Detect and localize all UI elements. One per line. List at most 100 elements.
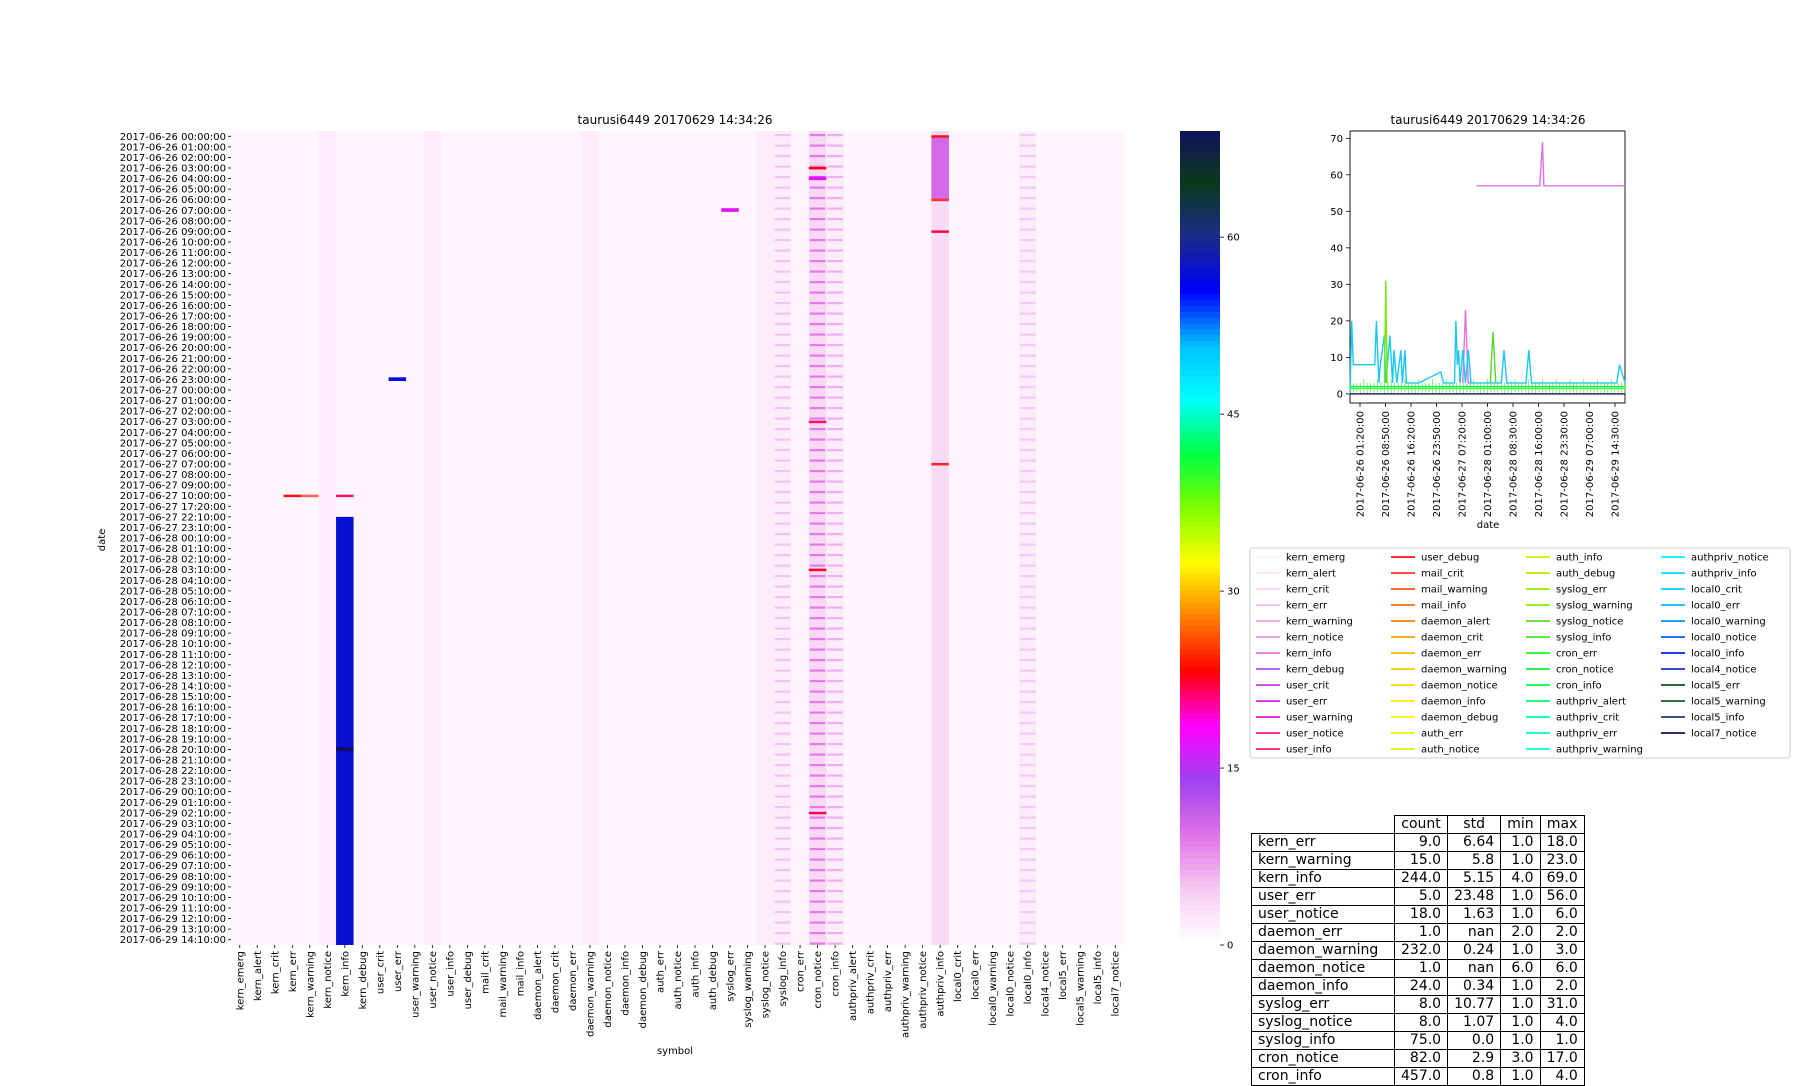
heatmap-cell (1019, 921, 1036, 924)
heatmap-cell (827, 375, 843, 378)
heatmap-cell (827, 312, 843, 315)
colorbar-segment (1180, 171, 1220, 179)
colorbar-segment (1180, 915, 1220, 923)
heatmap-cell (1019, 281, 1036, 284)
heatmap-ytick-label: 2017-06-28 07:10:00 (120, 608, 226, 619)
heatmap-cell (827, 270, 843, 273)
colorbar-segment (1180, 253, 1220, 260)
colorbar-tick-label: 15 (1227, 764, 1240, 775)
colorbar-segment (1180, 689, 1220, 696)
heatmap-cell (1019, 491, 1036, 494)
heatmap-xtick-label: local4_notice (1041, 951, 1052, 1016)
heatmap-xtick-label: syslog_warning (743, 951, 754, 1028)
legend-label: daemon_err (1421, 649, 1482, 660)
heatmap-ytick-label: 2017-06-28 09:10:00 (120, 629, 226, 640)
stats-cell: 1.0 (1500, 833, 1541, 852)
heatmap-cell (774, 606, 791, 609)
heatmap-xtick-label: local7_notice (1111, 951, 1122, 1016)
heatmap-cell (1019, 134, 1036, 137)
colorbar-segment (1180, 293, 1220, 301)
heatmap-cell (774, 900, 791, 903)
stats-cell: 10.77 (1447, 995, 1502, 1014)
stats-table: count std min max kern_err 9.0 6.64 1.0 18.0 ker… (1251, 815, 1585, 1086)
heatmap-xtick-label: kern_debug (358, 951, 369, 1009)
heatmap-cell (1019, 396, 1036, 399)
heatmap-cell (809, 648, 826, 651)
heatmap-cell (774, 764, 791, 767)
heatmap-ytick-label: 2017-06-29 08:10:00 (120, 872, 226, 883)
colorbar-segment (1180, 741, 1220, 748)
heatmap-cell (827, 575, 843, 578)
stats-cell: 1.0 (1500, 887, 1541, 906)
heatmap-cell (827, 785, 843, 788)
heatmap-cell (1019, 764, 1036, 767)
stats-cell: 2.0 (1500, 923, 1541, 942)
stats-cell: 18.0 (1393, 905, 1449, 924)
heatmap-cell (809, 827, 826, 830)
legend-label: authpriv_warning (1556, 745, 1643, 756)
heatmap-xtick-label: cron_info (831, 951, 842, 997)
heatmap-ytick-label: 2017-06-26 23:00:00 (120, 375, 226, 386)
legend-label: local5_err (1691, 681, 1741, 692)
heatmap-cell (809, 606, 826, 609)
colorbar-segment (1180, 229, 1220, 237)
line-series-kern_info (1476, 141, 1625, 187)
heatmap-cell (827, 764, 843, 767)
colorbar-segment (1180, 311, 1220, 318)
heatmap-cell (809, 155, 826, 158)
legend-label: kern_alert (1286, 569, 1336, 580)
heatmap-xtick-label: local5_err (1058, 950, 1069, 1000)
heatmap-cell (1019, 501, 1036, 504)
heatmap-stripe-cron_notice (808, 131, 827, 945)
heatmap-cell (774, 890, 791, 893)
heatmap-cell (1019, 659, 1036, 662)
stats-cell: 9.0 (1393, 833, 1449, 852)
heatmap-xtick-label: authpriv_crit (866, 951, 877, 1014)
heatmap-stripe-kern_notice (318, 131, 337, 945)
legend-label: local7_notice (1691, 729, 1756, 740)
heatmap-cell (809, 659, 826, 662)
heatmap-xtick-label: daemon_warning (585, 951, 596, 1037)
heatmap-cell (827, 900, 843, 903)
heatmap-cell (827, 396, 843, 399)
table-row: daemon_notice 1.0 nan 6.0 6.0 (1251, 959, 1585, 978)
heatmap-cell (774, 554, 791, 557)
heatmap-cell (827, 890, 843, 893)
heatmap-cell (1019, 302, 1036, 305)
legend-label: authpriv_crit (1556, 713, 1619, 724)
heatmap-xtick-label: local0_notice (1006, 951, 1017, 1016)
heatmap-cell (774, 690, 791, 693)
legend-label: kern_emerg (1286, 553, 1345, 564)
colorbar: 0 15 30 45 60 (1180, 131, 1240, 952)
colorbar-segment (1180, 357, 1220, 365)
heatmap-cell (774, 459, 791, 462)
stats-cell: 1.0 (1500, 977, 1541, 996)
heatmap-cell (827, 638, 843, 641)
table-row: kern_info 244.0 5.15 4.0 69.0 (1251, 869, 1585, 888)
colorbar-segment (1180, 520, 1220, 527)
heatmap-cell (1019, 207, 1036, 210)
heatmap-cell (1019, 932, 1036, 935)
colorbar-segment (1180, 805, 1220, 812)
heatmap-cell (827, 354, 843, 357)
line-xtick-label: 2017-06-29 14:30:00 (1611, 411, 1622, 517)
heatmap-cell (809, 522, 826, 525)
table-row: cron_info 457.0 0.8 1.0 4.0 (1251, 1067, 1585, 1086)
heatmap-xtick-label: daemon_err (568, 950, 579, 1011)
heatmap-cell (931, 462, 949, 466)
stats-row-label: kern_err (1251, 833, 1395, 852)
heatmap-cell (774, 701, 791, 704)
heatmap-ytick-label: 2017-06-26 06:00:00 (120, 195, 226, 206)
heatmap-cell (774, 207, 791, 210)
heatmap-cell (809, 291, 826, 294)
line-ytick-label: 60 (1330, 170, 1343, 181)
colorbar-segment (1180, 404, 1220, 411)
colorbar-segment (1180, 235, 1220, 243)
heatmap-cell (1019, 533, 1036, 536)
colorbar-segment (1180, 497, 1220, 504)
heatmap-ytick-label: 2017-06-28 10:10:00 (120, 639, 226, 650)
stats-cell: 1.0 (1500, 941, 1541, 960)
colorbar-segment (1180, 840, 1220, 847)
colorbar-segment (1180, 718, 1220, 725)
heatmap-ytick-label: 2017-06-28 02:10:00 (120, 555, 226, 566)
